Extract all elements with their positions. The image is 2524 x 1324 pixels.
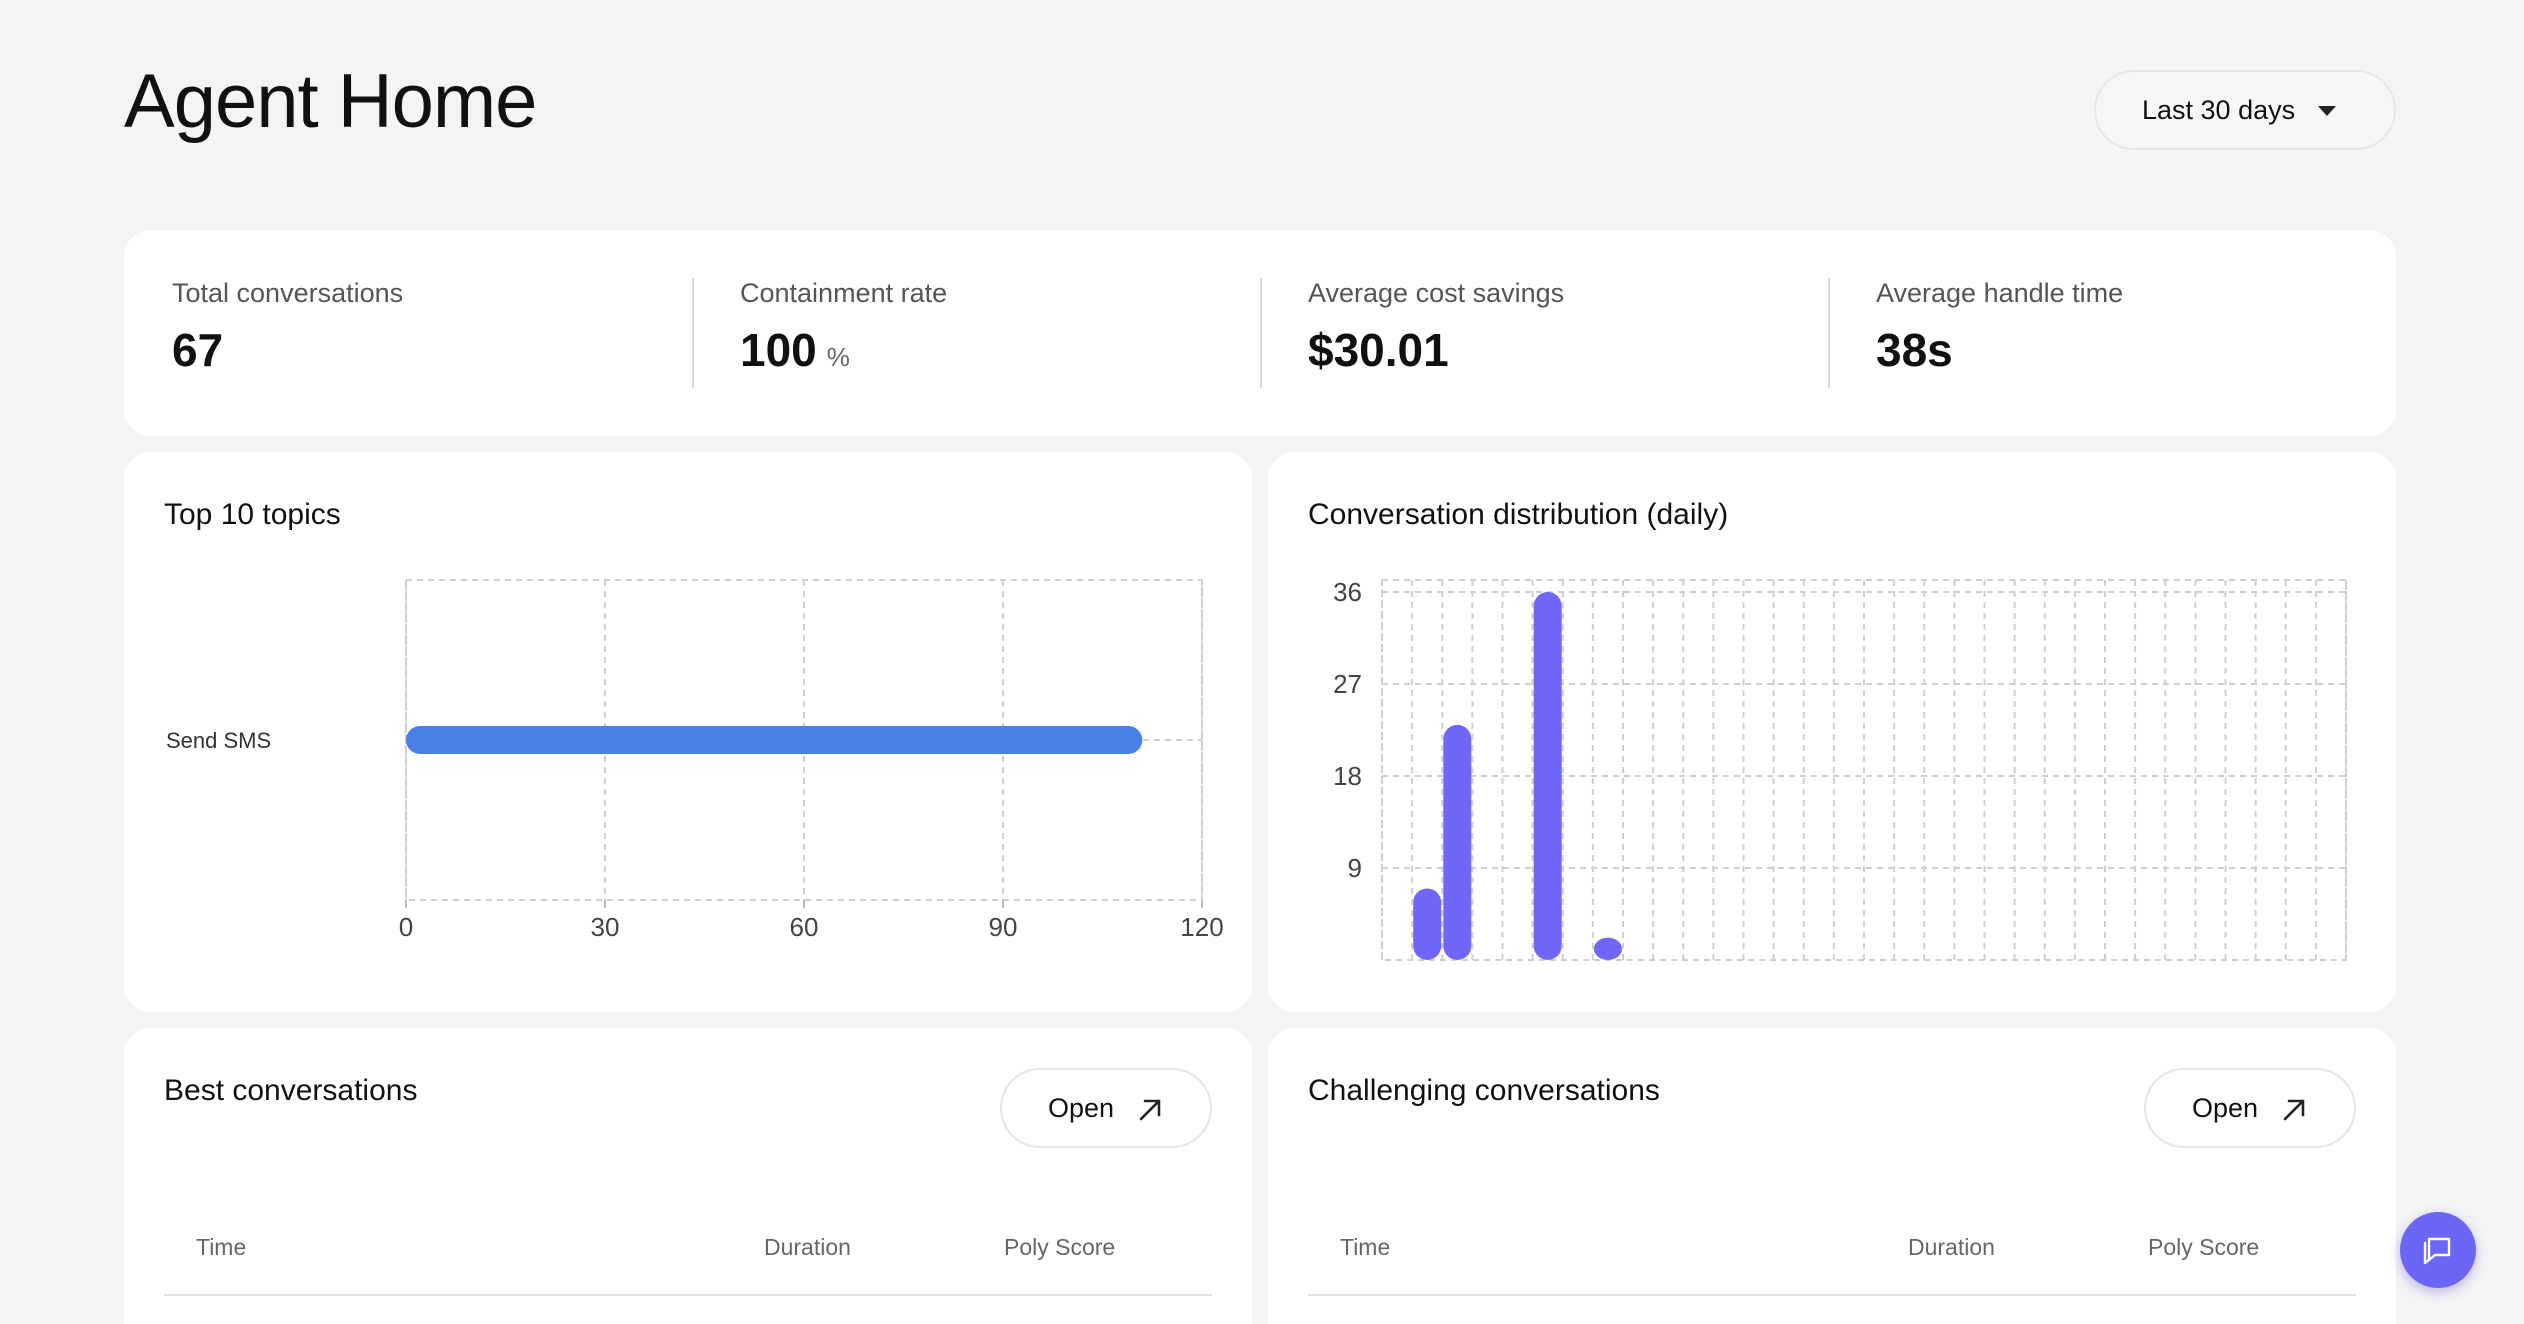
y-tick-label: 18	[1333, 761, 1362, 791]
conversation-distribution-card: Conversation distribution (daily) 9 18 27 3…	[1268, 452, 2396, 1012]
distribution-chart: 9 18 27 36	[1333, 577, 2347, 961]
stats-card: Total conversations 67 Containment rate …	[124, 230, 2396, 436]
column-header-poly-score[interactable]: Poly Score	[2148, 1234, 2260, 1260]
column-header-poly-score[interactable]: Poly Score	[1004, 1234, 1116, 1260]
stat-value: 38s	[1876, 324, 1953, 376]
x-tick-label: 30	[591, 912, 620, 942]
stat-value: 67	[172, 324, 224, 376]
stat-label: Average handle time	[1876, 278, 2124, 308]
caret-down-icon	[2318, 106, 2336, 116]
x-tick-label: 120	[1180, 912, 1223, 942]
stat-average-cost-savings: Average cost savings $30.01	[1260, 278, 1828, 436]
daily-bar	[1443, 724, 1472, 960]
card-title: Challenging conversations	[1308, 1074, 1660, 1107]
stat-containment-rate: Containment rate 100%	[692, 278, 1260, 436]
column-header-time[interactable]: Time	[196, 1234, 247, 1260]
stat-label: Total conversations	[172, 278, 404, 308]
topics-chart: 0 30 60 90 120 Send SMS	[166, 579, 1224, 942]
x-tick-label: 90	[989, 912, 1018, 942]
open-button-label: Open	[1048, 1092, 1115, 1123]
stat-unit: %	[826, 342, 850, 372]
arrow-up-right-icon	[1139, 1099, 1161, 1121]
card-title: Best conversations	[164, 1074, 418, 1107]
card-title: Top 10 topics	[164, 498, 341, 531]
stat-value: $30.01	[1308, 324, 1449, 376]
open-button-label: Open	[2192, 1092, 2259, 1123]
stat-average-handle-time: Average handle time 38s	[1828, 278, 2396, 436]
daily-bar	[1413, 888, 1442, 960]
chat-icon	[2423, 1237, 2451, 1265]
table-divider	[1308, 1294, 2356, 1296]
y-category-label: Send SMS	[166, 728, 271, 753]
y-tick-label: 9	[1348, 853, 1362, 883]
column-header-duration[interactable]: Duration	[764, 1234, 851, 1260]
daily-bar	[1533, 592, 1562, 960]
x-tick-label: 60	[790, 912, 819, 942]
stat-label: Containment rate	[740, 278, 948, 308]
open-challenging-conversations-button[interactable]: Open	[2144, 1068, 2356, 1148]
best-conversations-card: Best conversations Open Time Duration Po…	[124, 1028, 1252, 1324]
stat-total-conversations: Total conversations 67	[124, 278, 692, 436]
card-title: Conversation distribution (daily)	[1308, 498, 1729, 531]
stat-label: Average cost savings	[1308, 278, 1565, 308]
column-header-duration[interactable]: Duration	[1908, 1234, 1995, 1260]
y-tick-label: 27	[1333, 669, 1362, 699]
stat-value: 100%	[740, 324, 850, 376]
y-tick-label: 36	[1333, 577, 1362, 607]
x-tick-label: 0	[399, 912, 413, 942]
top-topics-card: Top 10 topics 0 30 60 90 120 Send SMS	[124, 452, 1252, 1012]
topic-bar	[406, 726, 1143, 754]
column-header-time[interactable]: Time	[1340, 1234, 1391, 1260]
table-divider	[164, 1294, 1212, 1296]
arrow-up-right-icon	[2283, 1099, 2305, 1121]
open-best-conversations-button[interactable]: Open	[1000, 1068, 1212, 1148]
daily-bar	[1593, 937, 1622, 960]
challenging-conversations-card: Challenging conversations Open Time Dura…	[1268, 1028, 2396, 1324]
page-title: Agent Home	[124, 59, 537, 144]
chat-button[interactable]	[2400, 1212, 2476, 1288]
date-range-value: Last 30 days	[2142, 94, 2296, 125]
date-range-dropdown[interactable]: Last 30 days	[2094, 70, 2396, 150]
